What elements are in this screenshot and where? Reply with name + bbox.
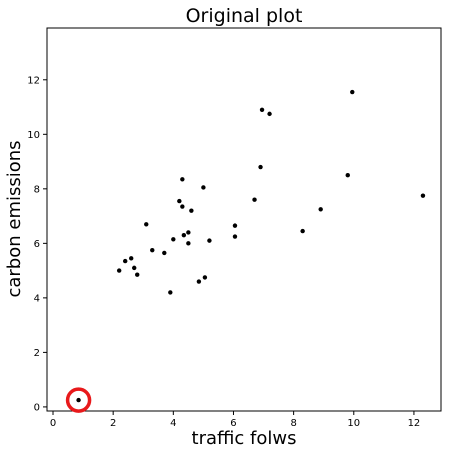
y-axis: 0 2 4 6 8 10 12 (27, 75, 47, 413)
data-point (181, 232, 187, 238)
data-point (129, 256, 134, 261)
data-point (259, 107, 265, 112)
data-point (207, 238, 212, 243)
data-point (122, 258, 128, 264)
x-tick-label: 8 (290, 418, 296, 429)
data-point (171, 237, 176, 242)
chart-title: Original plot (186, 5, 303, 27)
x-tick-label: 0 (50, 418, 56, 429)
outlier-highlight-circle (65, 387, 92, 413)
data-point (318, 207, 323, 212)
y-axis-label: carbon emissions (4, 140, 25, 297)
data-point (177, 198, 182, 204)
outlier-point (76, 397, 81, 403)
data-point (135, 272, 140, 277)
data-point (144, 222, 149, 227)
y-tick-label: 10 (27, 130, 40, 141)
data-point (180, 204, 185, 209)
y-tick-label: 8 (34, 184, 40, 195)
data-point (186, 230, 191, 235)
y-tick-label: 6 (34, 239, 40, 250)
x-tick-label: 2 (110, 418, 116, 429)
data-point (150, 247, 155, 253)
y-tick-label: 12 (27, 75, 40, 86)
data-point (180, 177, 185, 182)
data-point (202, 275, 208, 280)
x-tick-label: 4 (170, 418, 176, 429)
x-tick-label: 10 (347, 418, 360, 429)
data-point (252, 197, 257, 202)
y-tick-label: 4 (34, 293, 40, 304)
data-point (162, 250, 167, 256)
data-point (267, 111, 272, 117)
x-tick-label: 12 (408, 418, 421, 429)
data-point (168, 290, 173, 295)
data-point (116, 268, 122, 273)
data-point (186, 241, 191, 246)
data-point (201, 185, 206, 190)
x-axis: 0 2 4 6 8 10 12 (50, 411, 420, 429)
x-tick-label: 6 (230, 418, 236, 429)
data-point (350, 89, 355, 95)
data-point (132, 265, 137, 271)
x-axis-label: traffic folws (192, 428, 297, 449)
y-tick-label: 2 (34, 348, 40, 359)
data-point (189, 208, 194, 213)
data-point (232, 234, 238, 239)
data-point (345, 173, 350, 178)
data-point (232, 223, 238, 228)
data-point (196, 279, 202, 284)
plot-frame (46, 27, 442, 412)
data-point (420, 193, 426, 198)
data-point (300, 228, 305, 234)
plot-area (46, 27, 442, 412)
data-point (258, 164, 263, 170)
data-points (65, 89, 426, 413)
y-tick-label: 0 (34, 402, 40, 413)
